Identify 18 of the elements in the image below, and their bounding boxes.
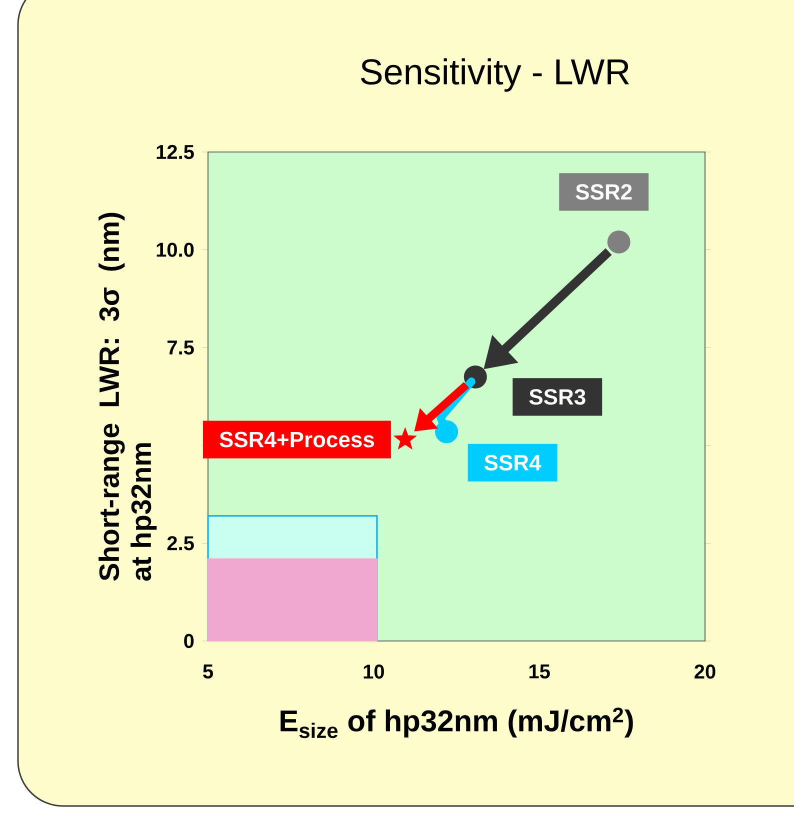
series-label: SSR4 xyxy=(484,454,542,471)
point xyxy=(394,428,416,449)
y-tick-label: 12.5 xyxy=(156,144,194,160)
y-tick-label: 0 xyxy=(184,634,194,648)
text: SSR3 xyxy=(529,389,586,405)
point xyxy=(607,230,630,254)
series-label: SSR2 xyxy=(576,184,632,200)
x-tick-label: 10 xyxy=(364,664,384,679)
y-tick-label: 2.5 xyxy=(167,536,194,550)
x-axis-title: E$_{size}$ of hp32nm (mJ/cm$^{2}$) xyxy=(280,708,633,738)
y-tick-label: 7.5 xyxy=(168,340,194,355)
chart-title: Sensitivity - LWR xyxy=(360,58,630,92)
x-tick-label: 15 xyxy=(529,664,550,678)
y-axis-title: Short-range LWR: 3σ (nm) at hp32nm xyxy=(98,212,157,581)
y-tick-label: 10.0 xyxy=(156,242,194,257)
x-tick-label: 5 xyxy=(203,664,214,678)
x-tick-label: 20 xyxy=(694,664,716,679)
series-label: SSR4+Process xyxy=(220,432,374,448)
